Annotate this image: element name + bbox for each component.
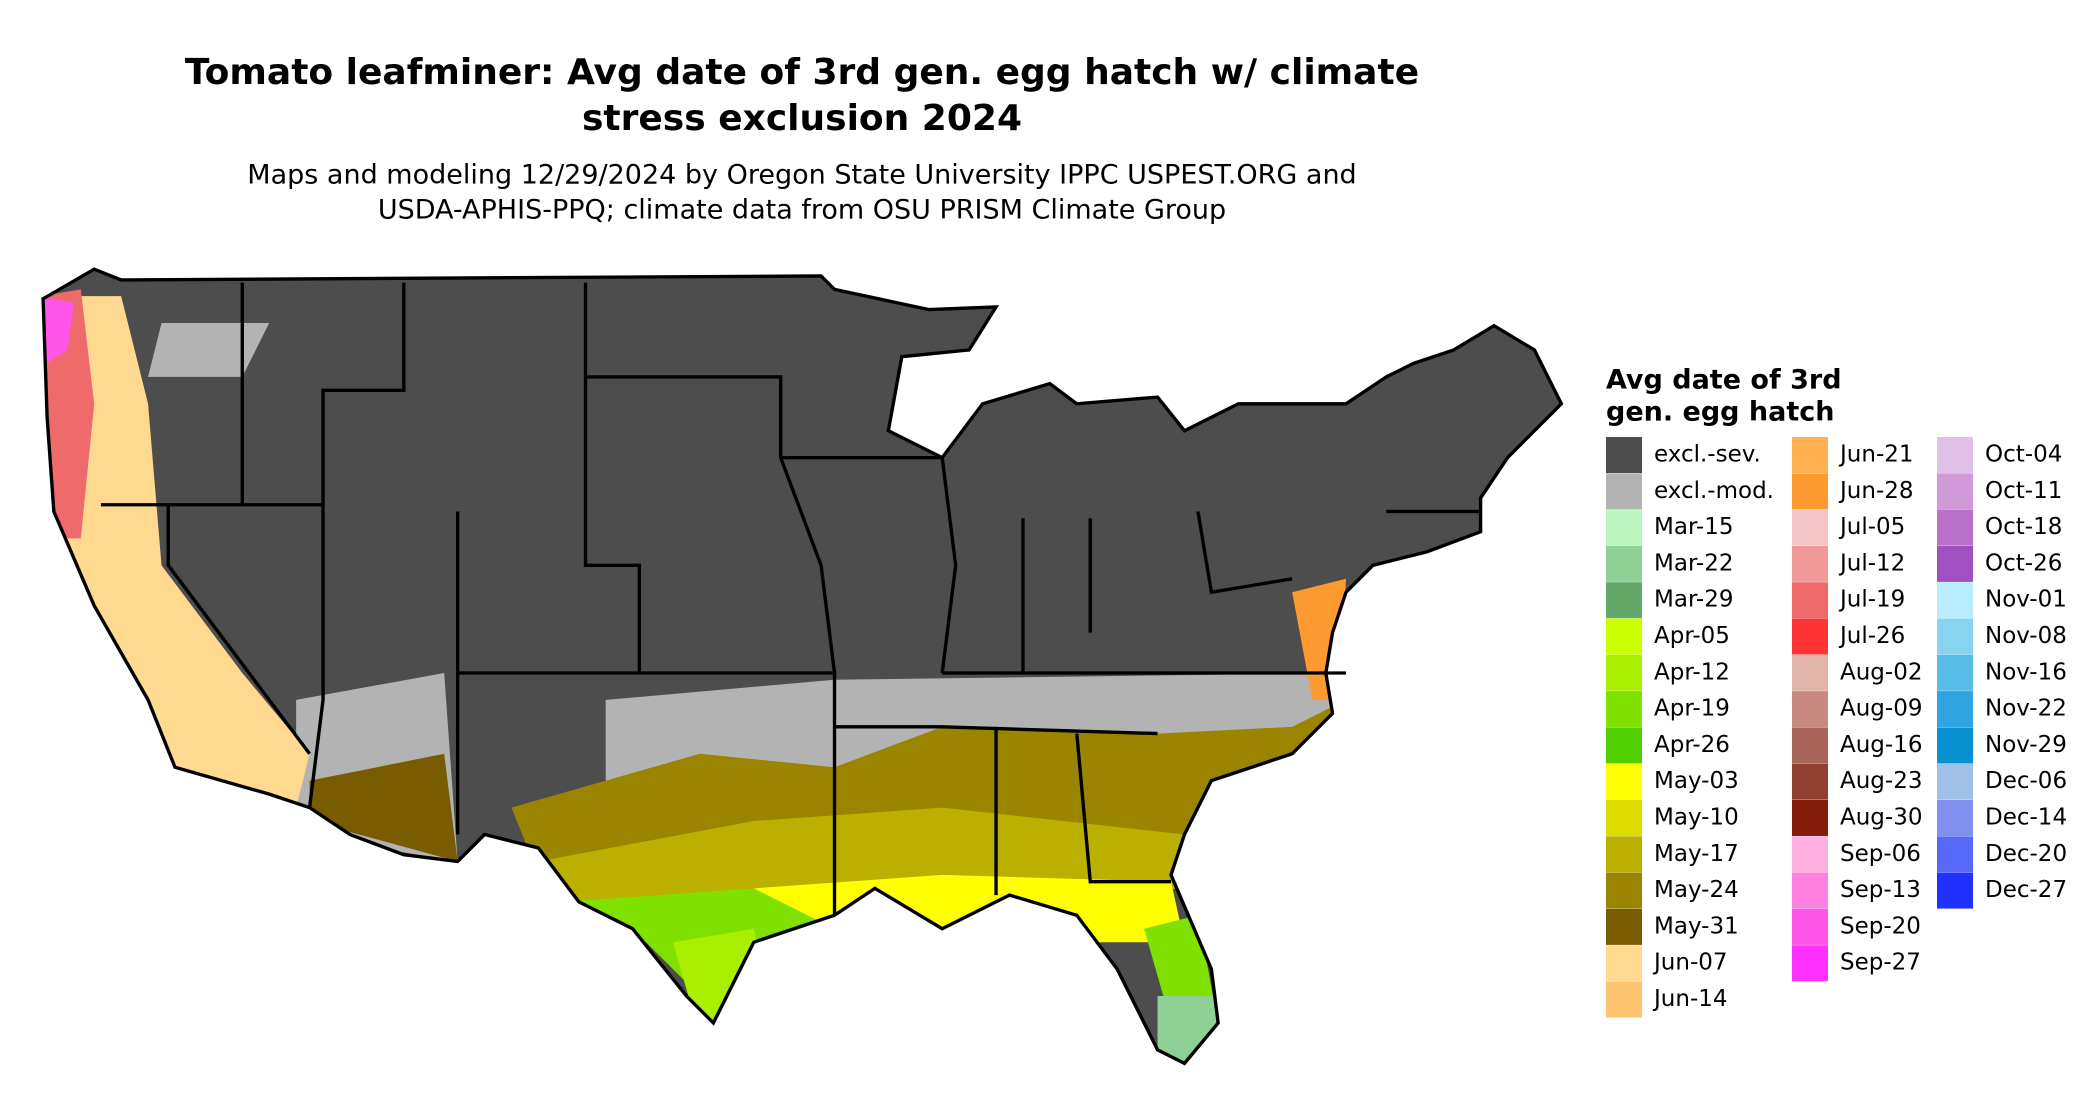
legend-label: Sep-20 bbox=[1840, 913, 1921, 939]
legend-swatch bbox=[1792, 800, 1828, 836]
legend-swatch bbox=[1792, 727, 1828, 764]
legend-label: Nov-16 bbox=[1985, 659, 2067, 685]
legend-title: gen. egg hatch bbox=[1606, 397, 1834, 428]
legend-swatch bbox=[1792, 763, 1828, 800]
legend-swatch bbox=[1792, 582, 1828, 619]
legend-swatch bbox=[1937, 691, 1973, 728]
legend-swatch bbox=[1792, 908, 1828, 945]
legend-swatch bbox=[1606, 763, 1642, 800]
legend-label: Dec-14 bbox=[1985, 805, 2067, 831]
legend-label: Mar-15 bbox=[1654, 514, 1734, 540]
legend-swatch bbox=[1606, 654, 1642, 691]
legend-label: Nov-01 bbox=[1985, 587, 2067, 613]
legend-swatch bbox=[1606, 836, 1642, 873]
legend-swatch bbox=[1937, 618, 1973, 655]
legend-swatch bbox=[1606, 691, 1642, 728]
legend-label: Mar-22 bbox=[1654, 550, 1734, 576]
legend-label: excl.-mod. bbox=[1654, 478, 1774, 504]
legend-swatch bbox=[1606, 582, 1642, 619]
legend-label: Apr-19 bbox=[1654, 696, 1730, 722]
legend-label: Aug-30 bbox=[1840, 805, 1922, 831]
legend-label: May-24 bbox=[1654, 877, 1739, 903]
legend-label: Sep-13 bbox=[1840, 877, 1921, 903]
legend-label: Jun-21 bbox=[1838, 442, 1914, 468]
legend-swatch bbox=[1792, 473, 1828, 510]
legend-label: Sep-06 bbox=[1840, 841, 1921, 867]
legend-swatch bbox=[1606, 545, 1642, 582]
legend-swatch bbox=[1937, 654, 1973, 691]
legend-label: Jun-14 bbox=[1652, 986, 1728, 1012]
legend-label: Nov-29 bbox=[1985, 732, 2067, 758]
legend-label: Aug-23 bbox=[1840, 768, 1922, 794]
legend-label: May-17 bbox=[1654, 841, 1739, 867]
title: Tomato leafminer: Avg date of 3rd gen. e… bbox=[185, 52, 1419, 93]
legend-label: Dec-06 bbox=[1985, 768, 2067, 794]
legend-swatch bbox=[1606, 727, 1642, 764]
legend-label: Aug-16 bbox=[1840, 732, 1922, 758]
legend-swatch bbox=[1937, 545, 1973, 582]
legend-label: Jun-28 bbox=[1838, 478, 1914, 504]
legend-label: Jul-12 bbox=[1838, 550, 1905, 576]
legend-swatch bbox=[1606, 981, 1642, 1018]
legend-swatch bbox=[1606, 618, 1642, 655]
legend-label: Aug-09 bbox=[1840, 696, 1922, 722]
legend-label: Nov-08 bbox=[1985, 623, 2067, 649]
legend-swatch bbox=[1937, 582, 1973, 619]
legend-label: Apr-26 bbox=[1654, 732, 1730, 758]
legend-swatch bbox=[1606, 908, 1642, 945]
legend-label: Jul-05 bbox=[1838, 514, 1905, 540]
legend-label: Oct-26 bbox=[1985, 550, 2062, 576]
legend-label: Oct-11 bbox=[1985, 478, 2062, 504]
legend-label: Dec-27 bbox=[1985, 877, 2067, 903]
legend-swatch bbox=[1937, 473, 1973, 510]
legend-swatch bbox=[1792, 654, 1828, 691]
legend: excl.-sev. excl.-mod. Mar-15 Mar-22 Mar-29 Ap… bbox=[1606, 437, 2067, 1018]
legend-label: Oct-04 bbox=[1985, 442, 2062, 468]
legend-swatch bbox=[1937, 509, 1973, 546]
legend-swatch bbox=[1792, 945, 1828, 982]
map bbox=[41, 267, 1564, 1066]
legend-label: Apr-12 bbox=[1654, 659, 1730, 685]
legend-swatch bbox=[1937, 872, 1973, 909]
legend-swatch bbox=[1792, 545, 1828, 582]
legend-swatch bbox=[1792, 691, 1828, 728]
legend-label: Oct-18 bbox=[1985, 514, 2062, 540]
legend-label: May-10 bbox=[1654, 805, 1739, 831]
legend-label: May-03 bbox=[1654, 768, 1739, 794]
legend-swatch bbox=[1606, 872, 1642, 909]
legend-label: Sep-27 bbox=[1840, 950, 1921, 976]
legend-swatch bbox=[1792, 509, 1828, 546]
legend-swatch bbox=[1606, 473, 1642, 510]
legend-swatch bbox=[1937, 763, 1973, 800]
legend-label: May-31 bbox=[1654, 913, 1739, 939]
legend-swatch bbox=[1606, 945, 1642, 982]
title: stress exclusion 2024 bbox=[582, 98, 1022, 139]
legend-label: Apr-05 bbox=[1654, 623, 1730, 649]
subtitle: Maps and modeling 12/29/2024 by Oregon S… bbox=[247, 160, 1356, 191]
legend-swatch bbox=[1937, 727, 1973, 764]
legend-label: Jun-07 bbox=[1652, 950, 1728, 976]
legend-swatch bbox=[1792, 618, 1828, 655]
subtitle: USDA-APHIS-PPQ; climate data from OSU PR… bbox=[378, 195, 1226, 226]
legend-swatch bbox=[1792, 872, 1828, 909]
legend-label: Jul-19 bbox=[1838, 587, 1905, 613]
legend-label: Mar-29 bbox=[1654, 587, 1734, 613]
legend-label: Nov-22 bbox=[1985, 696, 2067, 722]
legend-label: Aug-02 bbox=[1840, 659, 1922, 685]
legend-swatch bbox=[1606, 437, 1642, 473]
legend-swatch bbox=[1606, 800, 1642, 836]
legend-swatch bbox=[1792, 437, 1828, 473]
legend-label: Dec-20 bbox=[1985, 841, 2067, 867]
legend-swatch bbox=[1937, 836, 1973, 873]
legend-swatch bbox=[1937, 437, 1973, 473]
legend-swatch bbox=[1606, 509, 1642, 546]
legend-label: excl.-sev. bbox=[1654, 442, 1761, 468]
legend-label: Jul-26 bbox=[1838, 623, 1905, 649]
legend-swatch bbox=[1937, 800, 1973, 836]
legend-title: Avg date of 3rd bbox=[1606, 365, 1842, 396]
legend-swatch bbox=[1792, 836, 1828, 873]
